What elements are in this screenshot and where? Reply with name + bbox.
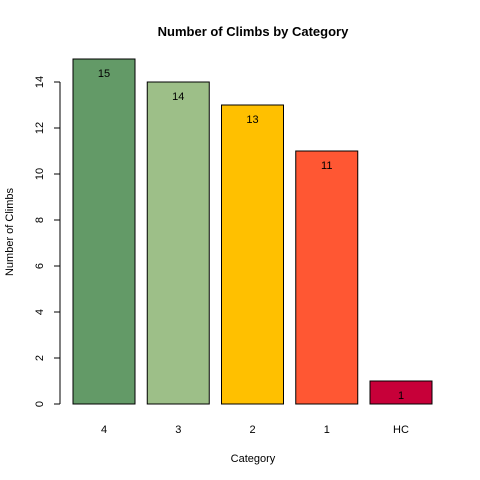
y-axis-label: Number of Climbs: [4, 187, 16, 276]
y-tick-label: 12: [34, 122, 46, 134]
y-tick-label: 14: [34, 76, 46, 88]
y-axis: 0 2 4 6 8 10 12 14: [34, 76, 61, 407]
bar: [146, 81, 210, 405]
y-tick-label: 6: [34, 263, 46, 269]
y-tick-label: 0: [34, 401, 46, 407]
x-tick-label: 2: [249, 424, 255, 436]
bar: [369, 380, 433, 405]
chart-title: Number of Climbs by Category: [158, 24, 349, 39]
x-tick-labels: 4 3 2 1 HC: [101, 424, 409, 436]
bar-data-label: 13: [246, 114, 258, 126]
x-tick-label: 4: [101, 424, 107, 436]
x-tick-label: 3: [175, 424, 181, 436]
y-tick-label: 4: [34, 309, 46, 315]
x-tick-label: HC: [393, 424, 409, 436]
bar: [72, 58, 136, 405]
y-tick-label: 10: [34, 168, 46, 180]
bar: [221, 104, 284, 405]
x-axis-label: Category: [231, 453, 276, 465]
y-tick-label: 8: [34, 217, 46, 223]
bar-data-label: 15: [98, 68, 110, 80]
bar-data-label: 11: [321, 160, 332, 172]
bar: [295, 150, 359, 405]
x-tick-label: 1: [324, 424, 330, 436]
y-tick-label: 2: [34, 355, 46, 361]
bar-data-label: 1: [398, 390, 404, 402]
bar-data-label: 14: [172, 91, 184, 103]
